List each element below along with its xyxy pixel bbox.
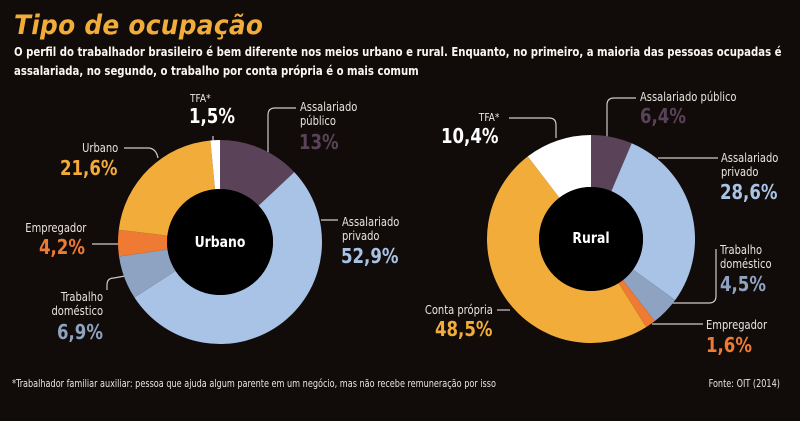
- urban-label-tfa: TFA*: [190, 92, 211, 105]
- urban-label-assalariado-publico: Assalariado público: [300, 100, 358, 128]
- urban-slice-conta-propria: [118, 140, 216, 236]
- rural-slice-assalariado-privado: [611, 143, 695, 301]
- urban-value-empregador: 4,2%: [39, 235, 85, 259]
- rural-leader-tfa: [509, 117, 557, 138]
- urban-leader-domestico: [106, 275, 126, 290]
- leader-lines: [92, 97, 718, 325]
- chart-title: Tipo de ocupação: [14, 10, 264, 41]
- urban-value-assalariado-privado: 52,9%: [341, 244, 399, 268]
- rural-donut: [487, 135, 695, 343]
- urban-donut-hole: [167, 189, 273, 295]
- rural-label-assalariado-privado: Assalariado privado: [721, 151, 779, 179]
- rural-value-assalariado-publico: 6,4%: [640, 104, 686, 128]
- urban-leader-publico: [267, 107, 296, 164]
- rural-value-trabalho-domestico: 4,5%: [720, 272, 766, 296]
- rural-value-tfa: 10,4%: [440, 124, 498, 148]
- urban-label-empregador: Empregador: [24, 221, 86, 235]
- rural-label-empregador: Empregador: [706, 318, 768, 332]
- rural-slice-assalariado-publico: [591, 135, 632, 192]
- rural-donut-hole: [539, 187, 643, 291]
- rural-label-assalariado-publico: Assalariado público: [640, 90, 737, 104]
- urban-slice-trabalho-domestico: [119, 249, 176, 298]
- urban-value-conta-propria: 21,6%: [59, 156, 117, 180]
- rural-label-trabalho-domestico: Trabalho doméstico: [720, 243, 772, 271]
- footnote: *Trabalhador familiar auxiliar: pessoa q…: [12, 378, 496, 390]
- urban-slice-tfa: [210, 140, 220, 190]
- rural-value-assalariado-privado: 28,6%: [720, 180, 778, 204]
- urban-value-assalariado-publico: 13%: [299, 130, 339, 154]
- rural-value-conta-propria: 48,5%: [434, 317, 492, 341]
- chart-subtitle: O perfil do trabalhador brasileiro é bem…: [14, 42, 782, 80]
- rural-slice-empregador: [618, 280, 655, 328]
- subtitle-line-2: assalariada, no segundo, o trabalho por …: [14, 63, 419, 78]
- subtitle-line-1: O perfil do trabalhador brasileiro é bem…: [14, 44, 782, 59]
- rural-leader-publico: [606, 97, 636, 137]
- urban-slice-assalariado-publico: [220, 140, 295, 206]
- urban-slice-empregador: [118, 229, 168, 257]
- urban-value-trabalho-domestico: 6,9%: [57, 320, 103, 344]
- rural-label-conta-propria: Conta própria: [425, 303, 493, 317]
- urban-center-label: Urbano: [194, 233, 246, 251]
- urban-label-trabalho-domestico: Trabalho doméstico: [51, 290, 103, 318]
- urban-slice-assalariado-privado: [134, 172, 322, 344]
- rural-value-empregador: 1,6%: [706, 333, 752, 357]
- rural-slice-trabalho-domestico: [622, 269, 676, 322]
- urban-value-tfa: 1,5%: [189, 104, 235, 128]
- urban-label-conta-propria: Urbano: [81, 141, 118, 155]
- urban-leader-conta-propria: [124, 147, 159, 159]
- rural-slice-tfa: [527, 135, 591, 198]
- rural-slice-conta-propria: [487, 156, 647, 343]
- rural-leader-domestico: [670, 249, 717, 304]
- urban-donut: [118, 140, 322, 344]
- source-note: Fonte: OIT (2014): [708, 378, 780, 390]
- rural-label-tfa: TFA*: [478, 111, 499, 124]
- urban-label-assalariado-privado: Assalariado privado: [342, 215, 400, 243]
- rural-center-label: Rural: [572, 229, 610, 247]
